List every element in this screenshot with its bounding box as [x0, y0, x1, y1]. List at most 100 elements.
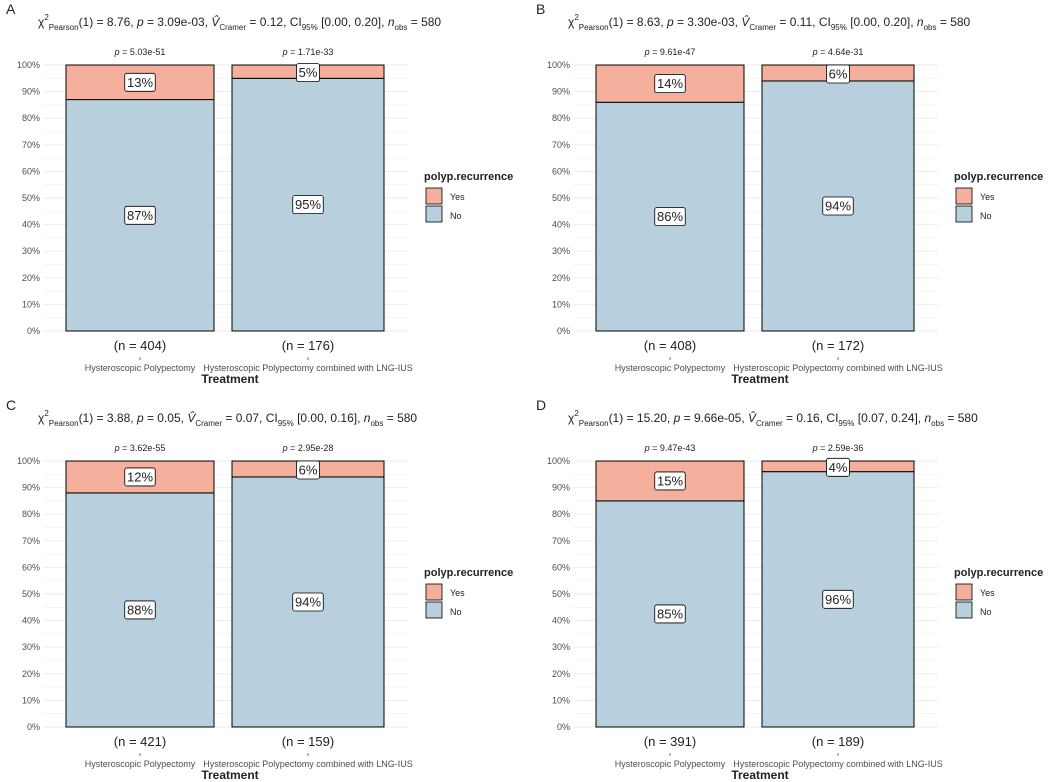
data-label-box: [822, 196, 854, 216]
y-tick-label: 60%: [22, 562, 40, 572]
data-label-text: 14%: [657, 76, 683, 91]
y-tick-label: 30%: [22, 246, 40, 256]
data-label-text: 87%: [127, 208, 153, 223]
data-label-no: 88%: [124, 600, 156, 620]
p-value-label: p = 5.03e-51: [114, 47, 166, 57]
n-label: (n = 408): [644, 338, 696, 353]
y-tick-label: 20%: [552, 273, 570, 283]
data-label-text: 6%: [829, 66, 848, 81]
legend-swatch-no: [425, 205, 443, 223]
legend-label-yes: Yes: [450, 588, 465, 598]
data-label-no: 85%: [654, 604, 686, 624]
legend-swatch-no: [955, 601, 973, 619]
data-label-box: [296, 63, 320, 83]
y-tick-label: 50%: [22, 193, 40, 203]
data-label-text: 6%: [299, 462, 318, 477]
data-label-yes: 14%: [654, 74, 686, 94]
data-label-box: [124, 72, 156, 92]
y-tick-label: 70%: [552, 536, 570, 546]
n-label: (n = 189): [812, 734, 864, 749]
y-tick-label: 20%: [22, 669, 40, 679]
data-label-text: 86%: [657, 209, 683, 224]
legend-title: polyp.recurrence: [424, 171, 513, 183]
data-label-box: [822, 589, 854, 609]
y-tick-label: 60%: [552, 166, 570, 176]
panel-letter: D: [536, 397, 546, 413]
data-label-text: 13%: [127, 75, 153, 90]
data-label-no: 96%: [822, 589, 854, 609]
y-tick-label: 80%: [22, 509, 40, 519]
y-tick-label: 70%: [22, 536, 40, 546]
y-tick-label: 60%: [552, 562, 570, 572]
n-label: (n = 159): [282, 734, 334, 749]
data-label-text: 4%: [829, 460, 848, 475]
x-tick-label: Hysteroscopic Polypectomy: [615, 759, 726, 769]
data-label-box: [124, 205, 156, 225]
data-label-box: [124, 467, 156, 487]
legend-title: polyp.recurrence: [424, 567, 513, 579]
y-tick-label: 90%: [552, 87, 570, 97]
x-tick-label: Hysteroscopic Polypectomy: [85, 363, 196, 373]
n-label: (n = 421): [114, 734, 166, 749]
y-tick-label: 100%: [17, 60, 40, 70]
y-tick-label: 90%: [22, 483, 40, 493]
n-label: (n = 404): [114, 338, 166, 353]
x-tick-label: Hysteroscopic Polypectomy combined with …: [203, 363, 413, 373]
panel-letter: B: [536, 1, 545, 17]
data-label-no: 94%: [822, 196, 854, 216]
data-label-text: 96%: [825, 592, 851, 607]
n-label: (n = 176): [282, 338, 334, 353]
data-label-yes: 6%: [826, 64, 850, 84]
legend-title: polyp.recurrence: [954, 567, 1043, 579]
y-tick-label: 30%: [552, 642, 570, 652]
legend-swatch-yes: [425, 187, 443, 205]
x-tick-label: Hysteroscopic Polypectomy combined with …: [733, 759, 943, 769]
data-label-box: [654, 471, 686, 491]
p-value-label: p = 3.62e-55: [114, 443, 166, 453]
data-label-text: 85%: [657, 606, 683, 621]
legend-label-no: No: [450, 607, 462, 617]
legend: polyp.recurrence Yes No: [424, 567, 513, 619]
x-axis-title: Treatment: [201, 768, 258, 782]
legend-swatch-yes: [955, 583, 973, 601]
p-value-label: p = 9.61e-47: [644, 47, 696, 57]
data-label-box: [826, 64, 850, 84]
stats-subtitle: χ2Pearson(1) = 8.63, p = 3.30e-03, V̂Cra…: [568, 13, 971, 32]
legend-swatch-yes: [955, 187, 973, 205]
p-value-label: p = 2.59e-36: [812, 443, 864, 453]
y-tick-label: 40%: [552, 220, 570, 230]
panel-letter: C: [6, 397, 16, 413]
legend-swatch-yes: [425, 583, 443, 601]
x-tick-label: Hysteroscopic Polypectomy: [85, 759, 196, 769]
legend-label-no: No: [980, 211, 992, 221]
data-label-yes: 6%: [296, 460, 320, 480]
y-tick-label: 100%: [547, 60, 570, 70]
y-tick-label: 90%: [22, 87, 40, 97]
data-label-text: 88%: [127, 602, 153, 617]
legend-swatch-no: [955, 205, 973, 223]
y-tick-label: 60%: [22, 166, 40, 176]
n-label: (n = 172): [812, 338, 864, 353]
legend-swatch-no: [425, 601, 443, 619]
data-label-box: [826, 457, 850, 477]
y-tick-label: 10%: [552, 299, 570, 309]
legend-label-yes: Yes: [980, 588, 995, 598]
data-label-yes: 13%: [124, 72, 156, 92]
stats-subtitle: χ2Pearson(1) = 15.20, p = 9.66e-05, V̂Cr…: [568, 409, 978, 428]
data-label-yes: 15%: [654, 471, 686, 491]
data-label-box: [654, 207, 686, 227]
y-tick-label: 70%: [552, 140, 570, 150]
data-label-text: 12%: [127, 469, 153, 484]
y-tick-label: 0%: [27, 722, 40, 732]
data-label-text: 5%: [299, 65, 318, 80]
data-label-text: 94%: [825, 198, 851, 213]
legend: polyp.recurrence Yes No: [424, 171, 513, 223]
data-label-box: [292, 195, 324, 215]
legend: polyp.recurrence Yes No: [954, 567, 1043, 619]
x-tick-label: Hysteroscopic Polypectomy: [615, 363, 726, 373]
y-tick-label: 40%: [552, 616, 570, 626]
panel-letter: A: [6, 1, 16, 17]
